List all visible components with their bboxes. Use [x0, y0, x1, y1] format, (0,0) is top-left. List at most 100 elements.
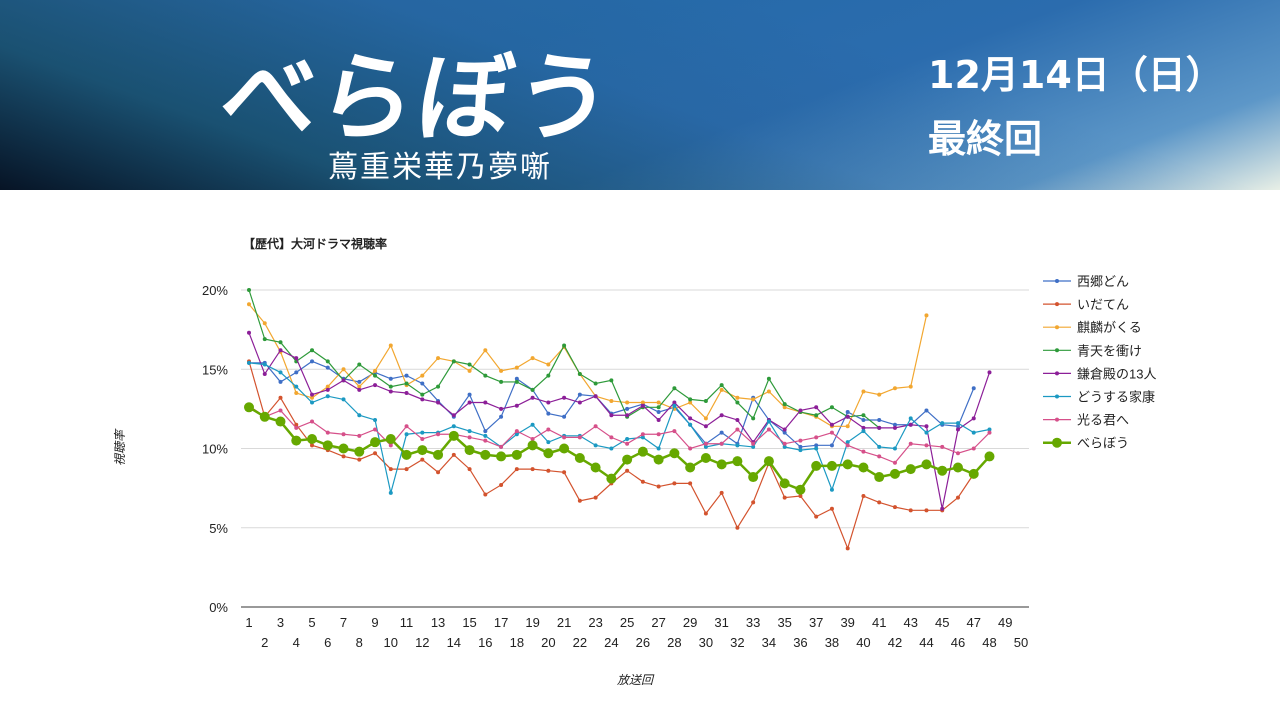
x-tick-label: 18	[510, 635, 524, 650]
x-tick-label: 31	[714, 615, 728, 630]
data-point	[388, 389, 393, 394]
data-point	[940, 506, 945, 511]
data-point	[357, 384, 362, 389]
data-point	[404, 432, 409, 437]
data-point	[514, 403, 519, 408]
data-point	[593, 443, 598, 448]
data-point	[404, 381, 409, 386]
y-tick-label: 15%	[202, 362, 228, 377]
data-point	[546, 373, 551, 378]
data-point	[735, 427, 740, 432]
data-point	[420, 373, 425, 378]
data-point	[388, 384, 393, 389]
data-point	[814, 413, 819, 418]
x-tick-label: 28	[667, 635, 681, 650]
data-point	[625, 436, 630, 441]
data-point	[385, 433, 396, 444]
x-tick-label: 4	[293, 635, 300, 650]
data-point	[782, 402, 787, 407]
data-point	[357, 362, 362, 367]
data-point	[559, 443, 570, 454]
data-point	[672, 429, 677, 434]
data-point	[483, 373, 488, 378]
data-point	[467, 392, 472, 397]
data-point	[640, 403, 645, 408]
data-point	[483, 348, 488, 353]
data-point	[656, 417, 661, 422]
data-point	[656, 484, 661, 489]
x-tick-label: 27	[651, 615, 665, 630]
x-tick-label: 11	[400, 615, 414, 630]
data-point	[625, 468, 630, 473]
x-tick-label: 2	[261, 635, 268, 650]
data-point	[971, 446, 976, 451]
data-point	[546, 427, 551, 432]
data-point	[858, 462, 869, 473]
data-point	[892, 386, 897, 391]
data-point	[892, 505, 897, 510]
data-point	[829, 506, 834, 511]
x-tick-label: 38	[825, 635, 839, 650]
data-point	[782, 427, 787, 432]
data-point	[593, 424, 598, 429]
data-point	[811, 460, 822, 471]
data-point	[845, 546, 850, 551]
series-4	[247, 330, 992, 511]
data-point	[511, 449, 522, 460]
data-point	[262, 321, 267, 326]
data-point	[924, 443, 929, 448]
data-point	[404, 373, 409, 378]
data-point	[955, 424, 960, 429]
data-point	[499, 368, 504, 373]
data-point	[310, 392, 315, 397]
legend-marker	[1055, 348, 1059, 353]
x-tick-label: 7	[340, 615, 347, 630]
x-tick-label: 46	[951, 635, 965, 650]
data-point	[341, 397, 346, 402]
drama-logo: べらぼう	[215, 41, 620, 154]
x-tick-label: 29	[683, 615, 697, 630]
data-point	[404, 424, 409, 429]
data-point	[530, 436, 535, 441]
data-point	[688, 416, 693, 421]
data-point	[845, 414, 850, 419]
data-point	[877, 417, 882, 422]
data-point	[357, 413, 362, 418]
data-point	[656, 405, 661, 410]
x-tick-label: 6	[324, 635, 331, 650]
data-point	[751, 441, 756, 446]
data-point	[798, 448, 803, 453]
data-point	[259, 411, 270, 422]
data-point	[294, 422, 299, 427]
data-point	[357, 433, 362, 438]
series-3	[247, 288, 882, 430]
x-tick-label: 10	[384, 635, 398, 650]
data-point	[688, 481, 693, 486]
data-point	[716, 459, 727, 470]
data-point	[262, 337, 267, 342]
data-point	[766, 419, 771, 424]
data-point	[782, 430, 787, 435]
data-point	[577, 392, 582, 397]
data-point	[971, 430, 976, 435]
data-point	[388, 343, 393, 348]
data-point	[499, 379, 504, 384]
data-point	[325, 430, 330, 435]
data-point	[625, 413, 630, 418]
data-point	[987, 427, 992, 432]
series-7	[244, 402, 995, 495]
x-tick-label: 37	[809, 615, 823, 630]
data-point	[275, 416, 286, 427]
data-point	[877, 392, 882, 397]
data-point	[467, 400, 472, 405]
data-point	[688, 397, 693, 402]
data-point	[685, 462, 696, 473]
data-point	[247, 360, 251, 365]
x-tick-label: 49	[998, 615, 1012, 630]
x-tick-label: 44	[919, 635, 933, 650]
series-line	[248, 362, 990, 494]
legend-label: 鎌倉殿の13人	[1077, 366, 1156, 381]
data-point	[433, 449, 444, 460]
data-point	[294, 370, 299, 375]
x-tick-label: 21	[557, 615, 571, 630]
